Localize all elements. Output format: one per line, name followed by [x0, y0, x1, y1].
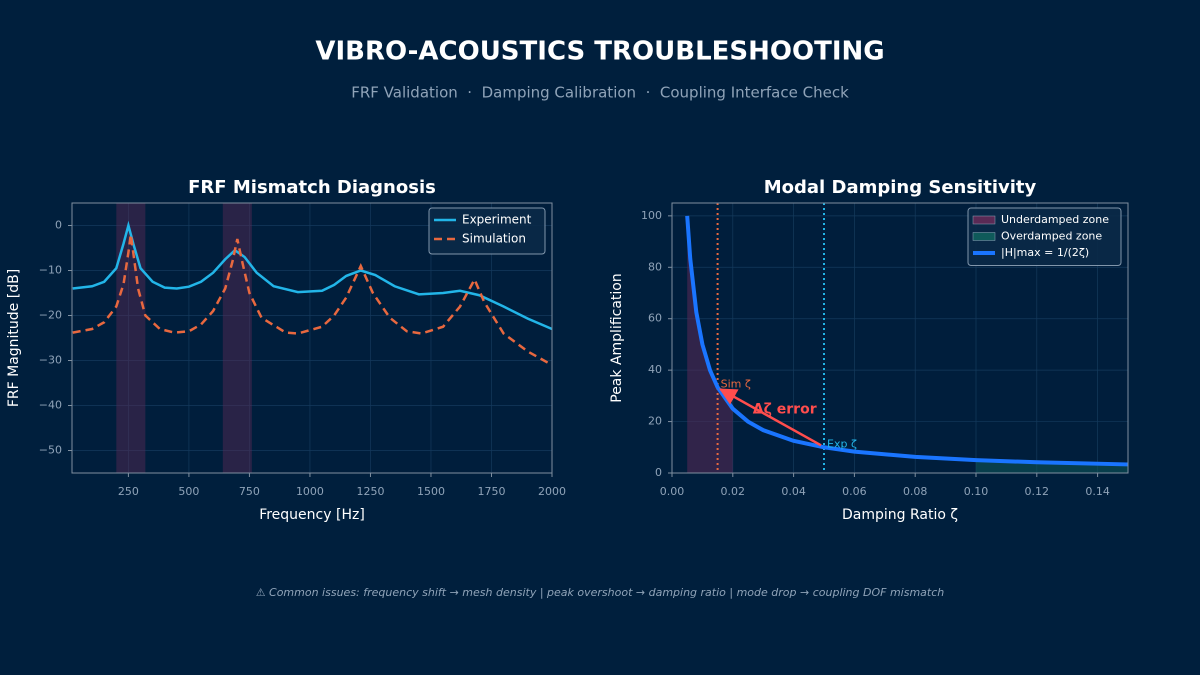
x-tick-label: 0.08 [903, 485, 928, 498]
x-tick-label: 1750 [477, 485, 505, 498]
y-tick-label: 80 [648, 260, 662, 273]
x-axis-label: Frequency [Hz] [259, 507, 365, 523]
y-tick-label: 40 [648, 363, 662, 376]
legend-box [967, 207, 1122, 266]
x-tick-label: 0.10 [964, 485, 989, 498]
chart-title: Modal Damping Sensitivity [764, 177, 1037, 198]
y-tick-label: −40 [39, 399, 62, 412]
y-tick-label: 60 [648, 312, 662, 325]
x-tick-label: 0.00 [660, 485, 685, 498]
x-tick-label: 0.14 [1085, 485, 1110, 498]
legend-label: Simulation [462, 232, 526, 246]
y-tick-label: −30 [39, 354, 62, 367]
x-tick-label: 0.02 [721, 485, 746, 498]
x-tick-label: 2000 [538, 485, 566, 498]
series-line [72, 220, 553, 331]
x-tick-label: 0.12 [1025, 485, 1050, 498]
legend-swatch [972, 215, 996, 225]
x-tick-label: 0.06 [842, 485, 867, 498]
x-axis-label: Damping Ratio ζ [842, 507, 958, 523]
y-tick-label: 0 [55, 219, 62, 232]
zone-fill [687, 215, 733, 473]
x-tick-label: 250 [118, 485, 139, 498]
x-tick-label: 0.04 [781, 485, 806, 498]
y-axis-label: Peak Amplification [609, 273, 625, 403]
legend-box [428, 207, 546, 255]
reference-label: Exp ζ [827, 437, 857, 450]
legend-swatch [972, 232, 996, 241]
x-tick-label: 500 [178, 485, 199, 498]
x-tick-label: 1000 [296, 485, 324, 498]
delta-label: Δζ error [753, 401, 817, 417]
legend-label: Overdamped zone [1001, 230, 1102, 243]
page-subtitle: FRF Validation · Damping Calibration · C… [351, 84, 849, 102]
page-title: VIBRO-ACOUSTICS TROUBLESHOOTING [315, 37, 884, 67]
x-tick-label: 750 [239, 485, 260, 498]
x-tick-label: 1500 [417, 485, 445, 498]
legend-label: |H|max = 1/(2ζ) [1001, 246, 1089, 259]
y-tick-label: 20 [648, 415, 662, 428]
y-axis-label: FRF Magnitude [dB] [6, 269, 22, 407]
plot-frame [671, 202, 1129, 474]
series-line [685, 215, 1129, 467]
legend-label: Underdamped zone [1001, 213, 1109, 226]
x-tick-label: 1250 [356, 485, 384, 498]
y-tick-label: 0 [655, 466, 662, 479]
y-tick-label: 100 [641, 209, 662, 222]
y-tick-label: −20 [39, 309, 62, 322]
delta-arrow [719, 388, 822, 447]
reference-label: Sim ζ [721, 377, 751, 390]
highlight-band [222, 203, 252, 473]
series-line [72, 234, 553, 367]
footnote: ⚠ Common issues: frequency shift → mesh … [256, 586, 945, 599]
plot-frame [71, 202, 553, 474]
chart-title: FRF Mismatch Diagnosis [188, 177, 436, 198]
y-tick-label: −50 [39, 444, 62, 457]
legend-label: Experiment [462, 213, 532, 227]
y-tick-label: −10 [39, 264, 62, 277]
